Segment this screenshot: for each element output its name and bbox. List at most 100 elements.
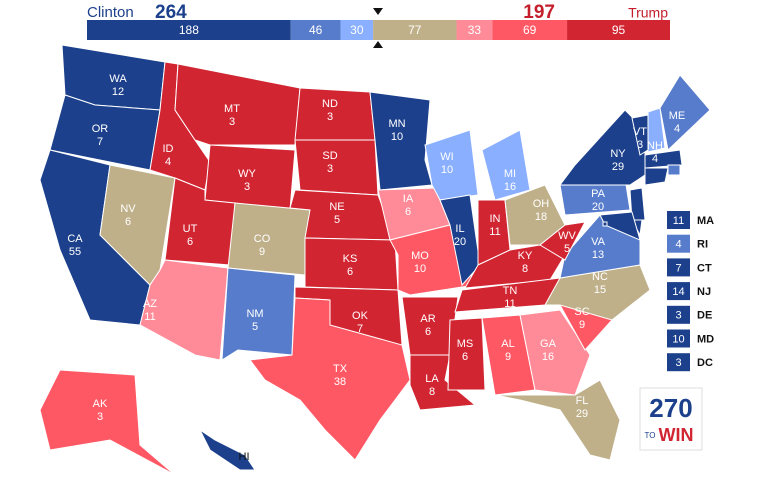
state-abbr: GA (540, 338, 557, 350)
state-ev: 4 (265, 454, 271, 466)
state-ev: 4 (675, 239, 681, 251)
state-abbr: MN (388, 118, 405, 130)
state-shape (439, 194, 481, 287)
left-total: 264 (155, 2, 187, 23)
bar-segment (456, 20, 493, 40)
state-abbr: KY (518, 250, 533, 262)
state-ev: 3 (675, 357, 681, 369)
state-ev: 16 (542, 351, 554, 363)
state-abbr: NY (610, 148, 626, 160)
state-shape (198, 428, 256, 471)
marker-top (373, 8, 383, 15)
state-ev: 55 (69, 246, 81, 258)
state-ev: 18 (535, 211, 547, 223)
state-ev: 6 (125, 216, 131, 228)
state-ev: 29 (612, 161, 624, 173)
state-ev: 11 (673, 215, 684, 227)
state-shape (294, 139, 379, 196)
state-abbr: SD (322, 150, 337, 162)
state-abbr: WY (238, 168, 256, 180)
state-ev: 13 (592, 249, 604, 261)
state-abbr: MA (697, 215, 714, 227)
state-abbr: DC (697, 357, 713, 369)
state-abbr: NV (120, 203, 136, 215)
state-shape (249, 297, 411, 461)
state-box (667, 234, 690, 253)
state-abbr: AR (420, 313, 435, 325)
state-abbr: IL (455, 223, 464, 235)
state-ev: 9 (259, 246, 265, 258)
state-abbr: KS (343, 253, 358, 265)
state-ev: 3 (97, 411, 103, 423)
state-shape (221, 267, 296, 361)
state-ev: 20 (454, 236, 466, 248)
state-shape (39, 369, 176, 476)
state-abbr: IN (490, 213, 501, 225)
bar-segment-label: 69 (523, 23, 537, 37)
bar-segment (87, 20, 291, 40)
state-ev: 4 (652, 153, 658, 165)
state-shape (629, 187, 646, 221)
state-ev: 29 (576, 408, 588, 420)
state-shape (294, 87, 376, 141)
state-abbr: AK (93, 398, 108, 410)
state-ev: 10 (391, 131, 403, 143)
state-ev: 4 (165, 156, 171, 168)
state-abbr: LA (425, 373, 439, 385)
state-abbr: DE (697, 310, 712, 322)
state-abbr: AZ (143, 298, 157, 310)
state-ev: 10 (672, 333, 684, 345)
state-ev: 6 (347, 266, 353, 278)
state-shape (481, 129, 531, 201)
state-ev: 9 (505, 351, 511, 363)
state-ev: 11 (504, 298, 515, 310)
state-box (667, 329, 690, 348)
marker-bottom (373, 41, 383, 48)
state-ev: 5 (334, 214, 340, 226)
state-ev: 6 (462, 351, 468, 363)
state-abbr: MT (224, 103, 240, 115)
state-abbr: TN (503, 285, 518, 297)
state-abbr: MS (457, 338, 474, 350)
state-abbr: NC (592, 271, 608, 283)
state-abbr: OR (92, 123, 109, 135)
state-ev: 11 (144, 311, 155, 323)
state-ev: 8 (522, 263, 528, 275)
state-ev: 4 (674, 123, 680, 135)
state-ev: 3 (229, 116, 235, 128)
right-total: 197 (523, 2, 555, 23)
state-abbr: CO (254, 233, 271, 245)
state-ev: 3 (327, 111, 333, 123)
state-abbr: CT (697, 262, 712, 274)
state-ev: 5 (564, 243, 570, 255)
state-ev: 12 (112, 86, 124, 98)
state-ev: 5 (252, 321, 258, 333)
state-abbr: NE (329, 201, 344, 213)
logo: 270 TO WIN (639, 387, 703, 451)
state-abbr: AL (501, 338, 514, 350)
state-ev: 7 (675, 262, 681, 274)
state-abbr: ND (322, 98, 338, 110)
state-abbr: WV (558, 230, 576, 242)
state-abbr: MO (411, 250, 429, 262)
bar-segment (492, 20, 568, 40)
state-abbr: HI (239, 451, 250, 463)
state-abbr: CA (67, 233, 83, 245)
state-box (667, 282, 690, 301)
state-abbr: FL (576, 395, 589, 407)
logo-word: WIN (659, 425, 694, 445)
state-ev: 20 (592, 201, 604, 213)
state-ev: 10 (441, 164, 453, 176)
bar-segment (567, 20, 670, 40)
states (39, 44, 711, 476)
state-ev: 38 (334, 376, 346, 388)
state-box (667, 258, 690, 277)
state-shape (539, 221, 586, 261)
state-shape (447, 317, 486, 391)
state-ev: 11 (489, 226, 500, 238)
state-shape (644, 149, 683, 169)
state-box (667, 353, 690, 372)
bar-segment (340, 20, 374, 40)
